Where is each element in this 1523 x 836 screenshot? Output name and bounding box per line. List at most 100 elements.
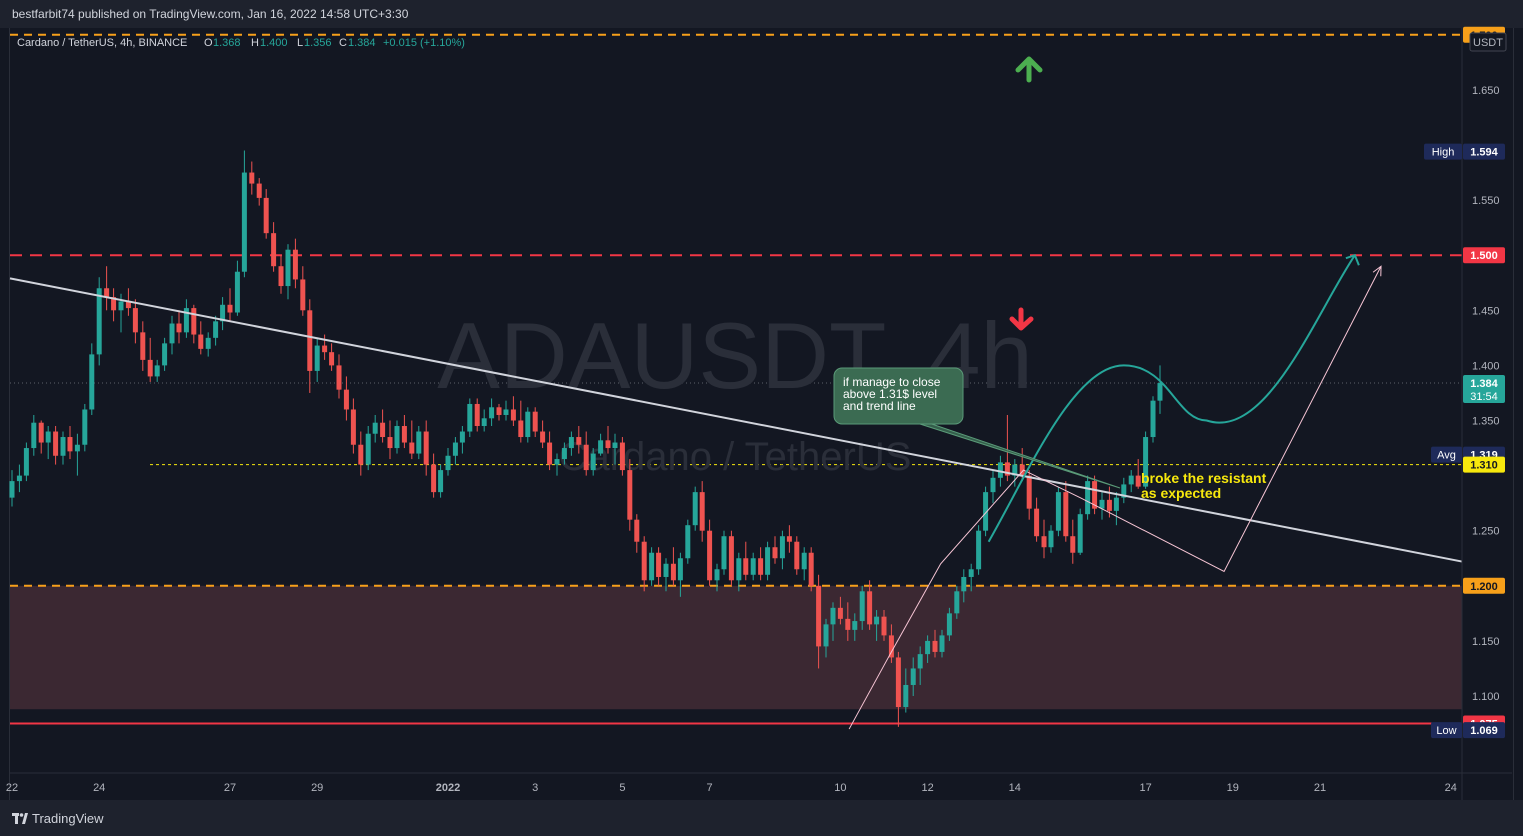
candle-body	[881, 616, 887, 636]
candle-body	[423, 431, 429, 465]
candle-body	[1026, 475, 1032, 509]
candle-body	[104, 288, 110, 298]
candle-body	[895, 657, 901, 708]
candle-body	[1034, 508, 1040, 537]
candle-body	[9, 481, 15, 498]
price-tag-bg	[1463, 577, 1505, 594]
candle-body	[518, 420, 524, 438]
forecast-curve[interactable]	[987, 254, 1356, 543]
candle-body	[53, 431, 59, 456]
legend-open-label: O	[204, 37, 213, 49]
candle-body	[576, 437, 582, 445]
candle-body	[1019, 464, 1025, 476]
candle-body	[1128, 475, 1134, 485]
price-tick-label: 1.150	[1472, 636, 1500, 648]
candle-body	[525, 411, 531, 438]
price-tag-1-500[interactable]: 1.500	[1463, 247, 1505, 264]
time-tick-label: 29	[311, 782, 323, 794]
candle-body	[852, 621, 858, 630]
candle-body	[358, 444, 364, 465]
candle-body	[67, 437, 73, 452]
tradingview-logo[interactable]: TradingView	[12, 811, 104, 826]
swing-arrowhead	[1372, 265, 1382, 277]
price-chart[interactable]: ADAUSDT, 4h Cardano / TetherUS if manage…	[0, 0, 1523, 800]
swing-path[interactable]	[848, 265, 1382, 730]
candle-body	[372, 422, 378, 434]
candle-body	[561, 448, 567, 460]
candle-body	[220, 304, 226, 322]
candle-body	[605, 440, 611, 449]
candle-body	[634, 519, 640, 542]
time-tick-label: 17	[1139, 782, 1151, 794]
candle-body	[1055, 492, 1061, 531]
legend-symbol[interactable]: Cardano / TetherUS, 4h, BINANCE	[17, 37, 187, 49]
candle-body	[256, 183, 262, 198]
candle-body	[656, 552, 662, 577]
price-tag-1-069[interactable]: 1.069 Low	[1431, 722, 1505, 739]
publisher-bar: bestfarbit74 published on TradingView.co…	[0, 0, 1523, 28]
candle-body	[1070, 536, 1076, 553]
footer-bar: TradingView	[0, 800, 1523, 836]
candle-body	[779, 536, 785, 559]
candle-body	[1092, 481, 1098, 509]
price-tag-1-594[interactable]: 1.594 High	[1424, 143, 1505, 160]
candle-body	[307, 310, 313, 371]
currency-button[interactable]: USDT	[1469, 32, 1507, 52]
legend-low-label: L	[297, 37, 303, 49]
callout-box[interactable]	[833, 367, 964, 425]
candle-body	[227, 304, 233, 313]
price-tag-value: 1.069	[1470, 725, 1498, 737]
candle-body	[23, 448, 29, 476]
demand-zone[interactable]	[10, 585, 1462, 710]
legend-close: 1.384	[348, 37, 376, 49]
legend-low: 1.356	[304, 37, 332, 49]
candle-body	[329, 352, 335, 366]
candle-body	[496, 407, 502, 415]
candle-body	[968, 569, 974, 577]
candle-body	[619, 442, 625, 471]
candle-body	[976, 530, 982, 570]
candle-body	[961, 576, 967, 592]
candle-body	[183, 308, 189, 333]
candle-body	[343, 389, 349, 410]
tradingview-icon	[12, 813, 28, 824]
candle-body	[670, 563, 676, 581]
candle-body	[540, 431, 546, 443]
candle-body	[845, 618, 851, 630]
price-tick-label: 1.400	[1472, 360, 1500, 372]
candle-body	[917, 654, 923, 669]
candle-body	[205, 337, 211, 349]
candle-body	[699, 492, 705, 531]
candle-body	[481, 418, 487, 427]
price-tag-1-310[interactable]: 1.310	[1463, 456, 1505, 473]
note-text-line: broke the resistant	[1141, 470, 1267, 486]
price-tag-1-200[interactable]: 1.200	[1463, 577, 1505, 594]
price-tag-countdown: 31:54	[1470, 391, 1498, 403]
trend-line[interactable]	[9, 277, 1463, 563]
candle-body	[489, 407, 495, 419]
candle-body	[45, 431, 51, 443]
drawings	[9, 253, 1463, 730]
price-tag-bg	[1463, 375, 1505, 404]
bullish-arrow-icon	[1015, 56, 1043, 83]
candle-body	[1012, 464, 1018, 476]
candle-body	[1004, 462, 1010, 476]
time-tick-label: 3	[532, 782, 538, 794]
candle-body	[721, 536, 727, 570]
time-tick-label: 5	[619, 782, 625, 794]
candle-body	[946, 613, 952, 636]
candle-body	[278, 266, 284, 287]
candle-body	[692, 492, 698, 526]
candle-body	[649, 552, 655, 581]
candle-body	[387, 437, 393, 449]
candle-body	[728, 536, 734, 581]
candle-body	[765, 547, 771, 575]
candle-body	[292, 249, 298, 280]
candle-body	[801, 552, 807, 570]
candle-body	[510, 409, 516, 421]
candle-body	[997, 462, 1003, 478]
currency-label: USDT	[1473, 37, 1503, 49]
candle-body	[60, 437, 66, 456]
price-tick-label: 1.250	[1472, 526, 1500, 538]
